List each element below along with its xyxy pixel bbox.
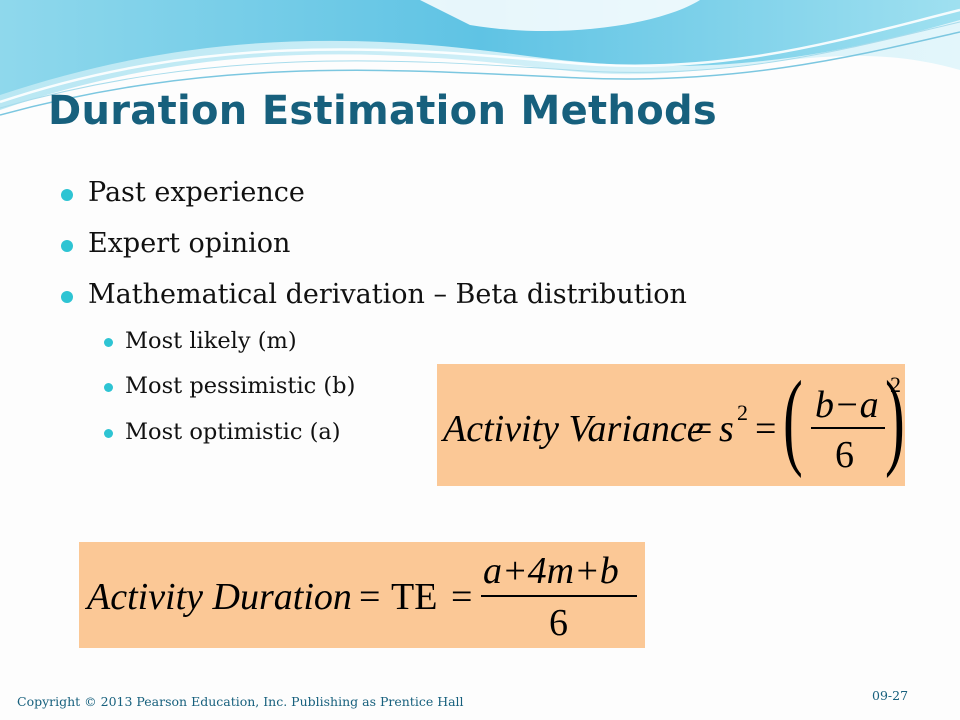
variance-denominator: 6 (835, 434, 854, 476)
bullet-icon (61, 189, 73, 201)
sub-bullet-label: Most optimistic (a) (125, 419, 341, 445)
sub-bullet-icon (104, 383, 113, 392)
variance-lhs: Activity Variance (443, 408, 704, 450)
duration-equals-2: = (451, 576, 473, 618)
duration-denominator: 6 (549, 602, 568, 644)
variance-equals-2: = (755, 408, 777, 450)
bullet-mathematical-derivation: Mathematical derivation – Beta distribut… (61, 279, 687, 310)
duration-fraction-bar (481, 595, 637, 597)
activity-variance-formula: Activity Variance = s 2 = ( b−a 6 ) 2 (437, 364, 905, 486)
variance-numerator: b−a (815, 384, 879, 426)
sub-bullet-label: Most likely (m) (125, 328, 297, 354)
variance-s-exponent: 2 (737, 400, 748, 425)
bullet-label: Expert opinion (88, 228, 291, 259)
activity-duration-formula: Activity Duration = TE = a+4m+b 6 (79, 542, 645, 648)
sub-bullet-icon (104, 429, 113, 438)
duration-lhs: Activity Duration (87, 576, 352, 618)
sub-bullet-label: Most pessimistic (b) (125, 373, 356, 399)
right-paren: ) (885, 360, 905, 479)
sub-bullet-icon (104, 338, 113, 347)
bullet-label: Past experience (88, 177, 305, 208)
variance-s: s (719, 408, 734, 450)
duration-equals-1: = (359, 576, 381, 618)
sub-bullet-most-likely: Most likely (m) (104, 328, 297, 354)
header-wave-decoration (0, 0, 960, 116)
bullet-label: Mathematical derivation – Beta distribut… (88, 279, 687, 310)
sub-bullet-most-optimistic: Most optimistic (a) (104, 419, 341, 445)
slide-title: Duration Estimation Methods (48, 88, 718, 134)
bullet-past-experience: Past experience (61, 177, 305, 208)
duration-numerator: a+4m+b (483, 550, 619, 592)
bullet-icon (61, 240, 73, 252)
variance-exponent: 2 (890, 372, 901, 397)
sub-bullet-most-pessimistic: Most pessimistic (b) (104, 373, 356, 399)
duration-te: TE (391, 576, 438, 618)
page-number: 09-27 (872, 688, 909, 703)
bullet-icon (61, 291, 73, 303)
copyright-footer: Copyright © 2013 Pearson Education, Inc.… (17, 694, 464, 709)
bullet-expert-opinion: Expert opinion (61, 228, 291, 259)
variance-equals-1: = (691, 408, 713, 450)
left-paren: ( (783, 360, 803, 479)
variance-fraction-bar (811, 427, 885, 429)
